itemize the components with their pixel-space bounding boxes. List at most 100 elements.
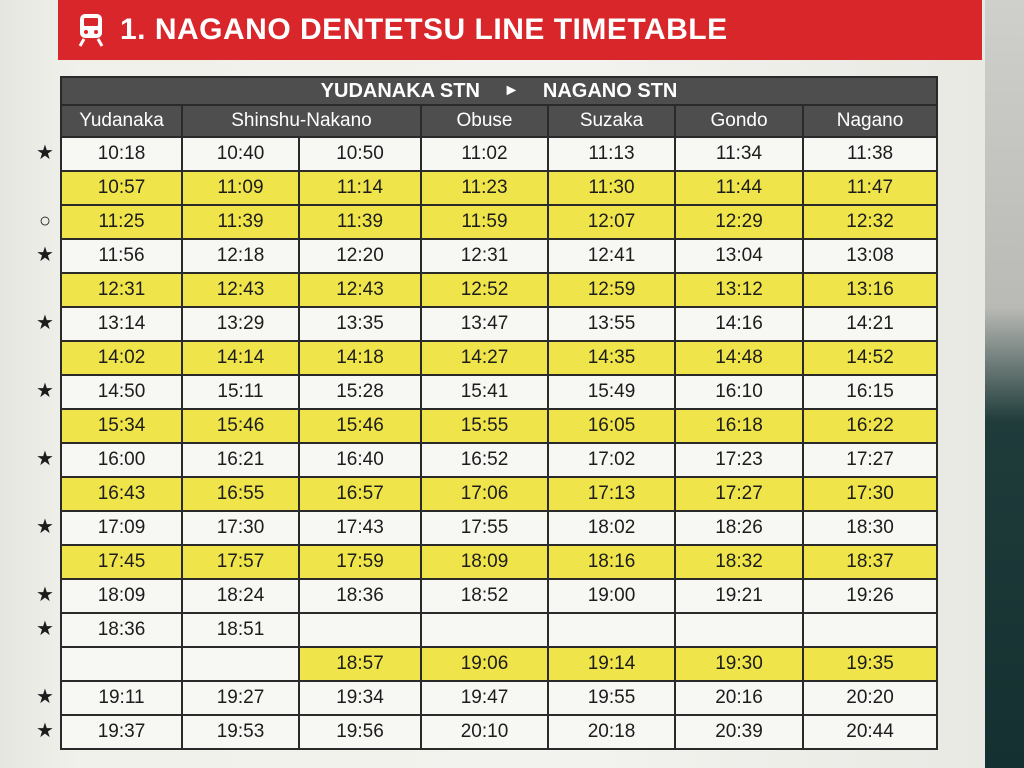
departure-time-cell: 20:18 [547,714,676,750]
departure-time-cell: 11:39 [181,204,300,240]
departure-time-cell: 16:05 [547,408,676,444]
timetable-row: 10:18 10:40 10:50 11:02 11:13 11:34 11:38 [60,136,939,172]
timetable-body: 10:18 10:40 10:50 11:02 11:13 11:34 11:38 10:57… [60,136,939,750]
departure-time-cell: 12:29 [674,204,804,240]
departure-time-cell: 10:57 [60,170,183,206]
page-title: 1. NAGANO DENTETSU LINE TIMETABLE [120,13,728,46]
timetable-row: 19:11 19:27 19:34 19:47 19:55 20:16 20:20 [60,680,939,716]
departure-time-cell: 11:38 [801,136,939,172]
departure-time-cell: 18:32 [674,544,804,580]
station-header: Nagano [801,104,939,138]
departure-time-cell: 18:09 [60,578,183,614]
departure-time-cell: 11:59 [420,204,549,240]
departure-time-cell: 16:43 [60,476,183,512]
departure-time-cell: 11:34 [674,136,804,172]
service-mark [30,340,60,374]
departure-time-cell: 10:40 [181,136,300,172]
departure-time-cell: 12:18 [181,238,300,274]
departure-time-cell: 11:23 [420,170,549,206]
timetable-row: 11:25 11:39 11:39 11:59 12:07 12:29 12:32 [60,204,939,240]
departure-time-cell: 17:06 [420,476,549,512]
departure-time-cell: 19:56 [298,714,422,750]
departure-time-cell: 17:59 [298,544,422,580]
departure-time-cell: 12:20 [298,238,422,274]
departure-time-cell: 16:57 [298,476,422,512]
background-surface [985,0,1024,768]
departure-time-cell: 15:11 [181,374,300,410]
departure-time-cell: 11:56 [60,238,183,274]
departure-time-cell: 15:46 [181,408,300,444]
departure-time-cell: 12:59 [547,272,676,308]
departure-time-cell: 12:52 [420,272,549,308]
departure-time-cell: 13:29 [181,306,300,342]
service-mark: ★ [36,312,54,334]
departure-time-cell: 11:02 [420,136,549,172]
departure-time-cell [181,646,300,682]
departure-time-cell: 13:04 [674,238,804,274]
departure-time-cell: 11:39 [298,204,422,240]
departure-time-cell: 13:16 [801,272,939,308]
timetable-row: 15:34 15:46 15:46 15:55 16:05 16:18 16:22 [60,408,939,444]
departure-time-cell: 12:32 [801,204,939,240]
timetable-row: 18:36 18:51 [60,612,939,648]
station-header: Yudanaka [60,104,183,138]
departure-time-cell: 12:31 [420,238,549,274]
service-mark: ★ [36,720,54,742]
timetable-row: 16:43 16:55 16:57 17:06 17:13 17:27 17:30 [60,476,939,512]
service-mark [30,646,60,680]
timetable: YUDANAKA STN ► NAGANO STN Yudanaka Shins… [59,76,939,750]
service-mark [30,476,60,510]
departure-time-cell: 19:27 [181,680,300,716]
timetable-row: 14:02 14:14 14:18 14:27 14:35 14:48 14:52 [60,340,939,376]
departure-time-cell: 10:50 [298,136,422,172]
departure-time-cell: 16:52 [420,442,549,478]
departure-time-cell: 18:24 [181,578,300,614]
departure-time-cell: 18:02 [547,510,676,546]
departure-time-cell: 19:53 [181,714,300,750]
title-banner: 1. NAGANO DENTETSU LINE TIMETABLE [58,0,982,60]
departure-time-cell: 14:50 [60,374,183,410]
departure-time-cell: 18:37 [801,544,939,580]
departure-time-cell: 14:16 [674,306,804,342]
departure-time-cell: 18:16 [547,544,676,580]
timetable-row: 16:00 16:21 16:40 16:52 17:02 17:23 17:27 [60,442,939,478]
service-marks-column: ★ ○ ★ ★ ★ ★ ★ ★ ★ ★ ★ [30,136,60,748]
timetable-row: 13:14 13:29 13:35 13:47 13:55 14:16 14:21 [60,306,939,342]
departure-time-cell: 18:51 [181,612,300,648]
departure-time-cell: 13:08 [801,238,939,274]
station-header: Shinshu-Nakano [181,104,422,138]
departure-time-cell: 17:30 [801,476,939,512]
departure-time-cell: 18:36 [60,612,183,648]
departure-time-cell: 18:26 [674,510,804,546]
departure-time-cell: 16:55 [181,476,300,512]
service-mark: ★ [36,380,54,402]
departure-time-cell: 17:02 [547,442,676,478]
route-destination: NAGANO STN [542,79,678,102]
departure-time-cell: 15:34 [60,408,183,444]
departure-time-cell [801,612,939,648]
departure-time-cell: 15:41 [420,374,549,410]
departure-time-cell: 18:36 [298,578,422,614]
departure-time-cell: 17:43 [298,510,422,546]
service-mark: ★ [36,142,54,164]
departure-time-cell: 16:00 [60,442,183,478]
departure-time-cell: 18:52 [420,578,549,614]
departure-time-cell: 14:18 [298,340,422,376]
arrow-right-icon: ► [503,81,520,99]
departure-time-cell: 19:55 [547,680,676,716]
timetable-row: 17:45 17:57 17:59 18:09 18:16 18:32 18:37 [60,544,939,580]
departure-time-cell: 20:20 [801,680,939,716]
timetable-row: 14:50 15:11 15:28 15:41 15:49 16:10 16:15 [60,374,939,410]
departure-time-cell: 16:21 [181,442,300,478]
timetable-row: 11:56 12:18 12:20 12:31 12:41 13:04 13:08 [60,238,939,274]
departure-time-cell: 14:21 [801,306,939,342]
departure-time-cell: 14:52 [801,340,939,376]
departure-time-cell: 16:10 [674,374,804,410]
departure-time-cell: 18:57 [298,646,422,682]
timetable-row: 18:09 18:24 18:36 18:52 19:00 19:21 19:26 [60,578,939,614]
departure-time-cell: 11:13 [547,136,676,172]
departure-time-cell: 17:55 [420,510,549,546]
departure-time-cell: 17:23 [674,442,804,478]
departure-time-cell: 16:15 [801,374,939,410]
departure-time-cell: 14:27 [420,340,549,376]
